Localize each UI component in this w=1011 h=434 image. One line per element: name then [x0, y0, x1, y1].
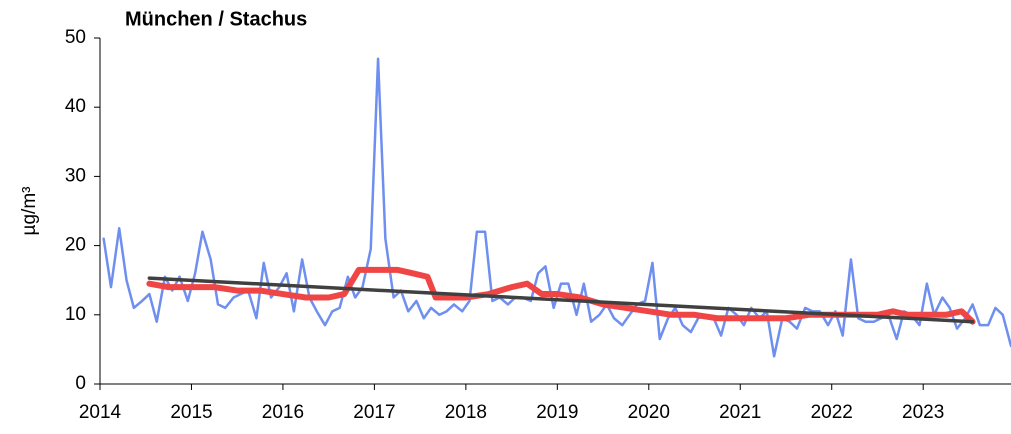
series-line — [102, 57, 1011, 358]
x-tick-label: 2014 — [79, 402, 122, 423]
y-tick-label: 20 — [65, 235, 86, 256]
x-tick-label: 2015 — [170, 402, 212, 423]
y-tick-label: 0 — [75, 373, 86, 394]
x-tick-label: 2016 — [262, 402, 304, 423]
x-tick-label: 2023 — [902, 402, 944, 423]
x-tick-label: 2018 — [445, 402, 487, 423]
x-tick-label: 2020 — [628, 402, 670, 423]
y-tick-label: 50 — [65, 27, 86, 48]
y-tick-label: 30 — [65, 165, 86, 186]
x-tick-label: 2022 — [811, 402, 853, 423]
y-tick-label: 10 — [65, 304, 86, 325]
chart-title: München / Stachus — [125, 8, 307, 30]
x-tick-label: 2019 — [536, 402, 578, 423]
x-tick-label: 2021 — [719, 402, 761, 423]
y-tick-label: 40 — [65, 96, 86, 117]
series-line — [147, 276, 975, 324]
y-axis-label: µg/m³ — [19, 187, 40, 236]
x-tick-label: 2017 — [353, 402, 395, 423]
